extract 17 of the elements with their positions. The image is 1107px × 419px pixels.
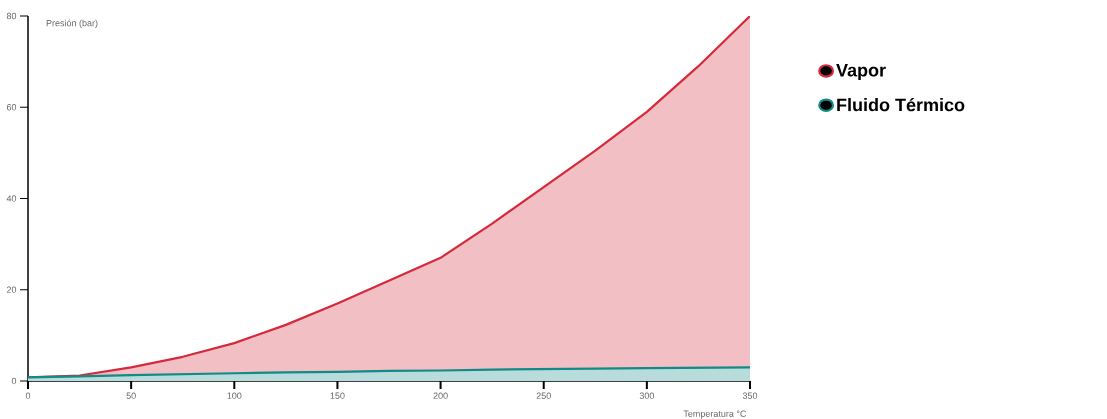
y-tick-label: 20 xyxy=(6,286,17,293)
x-tick-label: 200 xyxy=(433,392,448,399)
y-tick-label: 0 xyxy=(11,377,17,385)
x-tick-label: 100 xyxy=(227,392,242,399)
x-tick-label: 300 xyxy=(639,392,655,399)
y-tick-label: 60 xyxy=(6,104,17,111)
x-tick-label: 150 xyxy=(330,392,345,399)
x-tick-label: 50 xyxy=(126,392,136,399)
x-tick-label: 250 xyxy=(536,392,551,399)
x-tick-label: 0 xyxy=(25,392,31,399)
y-tick-label: 40 xyxy=(6,195,17,202)
y-tick-label: 80 xyxy=(6,12,17,20)
legend-label: Vapor xyxy=(836,63,886,81)
y-axis-title: Presión (bar) xyxy=(46,19,98,29)
legend-label: Fluido Térmico xyxy=(837,97,965,112)
x-axis-title: Temperatura °C xyxy=(683,410,747,419)
x-tick-label: 350 xyxy=(742,392,758,399)
